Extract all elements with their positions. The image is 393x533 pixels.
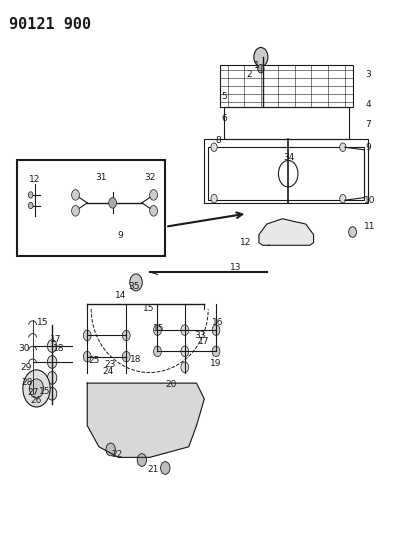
Text: 34: 34 [284,154,295,163]
Circle shape [279,160,298,187]
Circle shape [109,198,116,208]
Text: 4: 4 [365,100,371,109]
Text: 22: 22 [111,450,122,459]
Text: 28: 28 [21,377,33,386]
Circle shape [340,143,346,151]
Text: 3: 3 [365,70,371,79]
Text: 12: 12 [240,238,251,247]
Circle shape [258,64,264,73]
Text: 17: 17 [50,335,62,344]
Bar [208,147,364,200]
Text: 33: 33 [194,331,206,340]
Text: 2: 2 [246,70,252,79]
Bar [17,160,165,256]
Circle shape [181,325,189,335]
Text: 11: 11 [364,222,376,231]
Circle shape [83,351,91,362]
Text: 17: 17 [198,337,209,346]
Circle shape [181,346,189,357]
Text: 20: 20 [165,379,177,389]
Circle shape [154,346,162,357]
Text: 9: 9 [118,231,123,240]
Text: 30: 30 [18,344,30,353]
Text: 32: 32 [144,173,155,182]
Circle shape [83,330,91,341]
Polygon shape [259,219,314,245]
Text: 21: 21 [147,465,158,473]
Polygon shape [87,383,204,457]
Bar [204,139,368,203]
Bar [224,108,349,139]
Text: 26: 26 [31,395,42,405]
Text: 1: 1 [254,61,260,69]
Text: 7: 7 [365,120,371,129]
Circle shape [29,379,44,398]
Text: 15: 15 [39,386,50,395]
Text: 35: 35 [128,282,140,291]
Circle shape [211,143,217,151]
Text: 18: 18 [53,344,65,353]
Circle shape [150,206,158,216]
Text: 31: 31 [95,173,107,182]
Text: 18: 18 [130,355,142,364]
Text: 15: 15 [143,304,154,313]
Circle shape [48,340,57,352]
Text: 12: 12 [29,174,40,183]
Circle shape [72,190,79,200]
Text: 15: 15 [37,318,48,327]
Circle shape [211,195,217,203]
Circle shape [48,356,57,368]
Circle shape [212,325,220,335]
Text: 6: 6 [221,114,227,123]
Circle shape [28,203,33,209]
Circle shape [130,274,142,291]
Text: 13: 13 [230,263,241,272]
Text: 90121 900: 90121 900 [9,17,91,33]
Circle shape [137,454,147,466]
Text: 25: 25 [88,357,100,366]
Circle shape [28,192,33,198]
Circle shape [150,190,158,200]
Circle shape [72,206,79,216]
Bar [220,65,353,108]
Text: 5: 5 [221,92,227,101]
Circle shape [181,362,189,373]
Circle shape [48,387,57,400]
Circle shape [122,351,130,362]
Circle shape [48,372,57,384]
Text: 9: 9 [365,143,371,152]
Circle shape [254,47,268,67]
Text: 16: 16 [212,318,224,327]
Circle shape [122,330,130,341]
Text: 23: 23 [104,360,116,369]
Circle shape [154,325,162,335]
Circle shape [340,195,346,203]
Text: 15: 15 [152,324,164,333]
Text: 19: 19 [209,359,221,367]
Text: 10: 10 [364,196,376,205]
Circle shape [349,227,356,237]
Text: 24: 24 [102,367,113,376]
Text: 27: 27 [27,388,38,397]
Circle shape [161,462,170,474]
Circle shape [212,346,220,357]
Circle shape [106,443,115,456]
Text: 8: 8 [215,136,221,145]
Text: 14: 14 [115,291,126,300]
Circle shape [23,370,50,407]
Text: 29: 29 [20,363,31,372]
